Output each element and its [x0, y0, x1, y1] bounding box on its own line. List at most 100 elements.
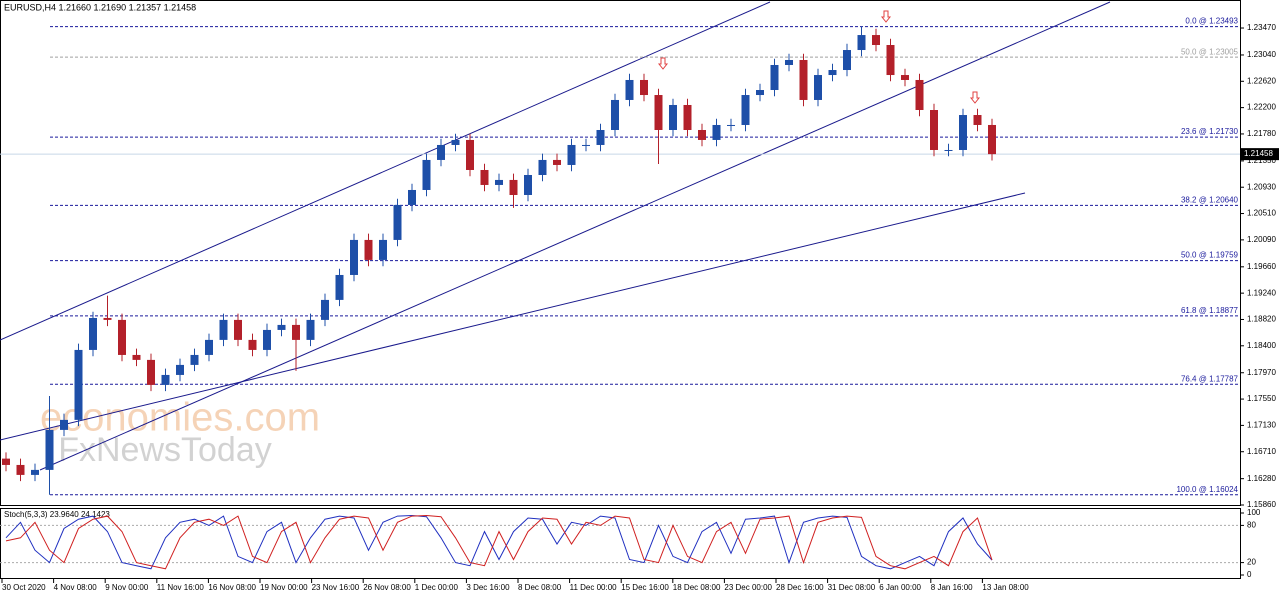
candle-body — [335, 274, 344, 300]
candle-body — [176, 364, 184, 375]
candle-body — [770, 64, 779, 91]
candle-body — [422, 159, 431, 190]
y-tick-label: 1.16710 — [1247, 447, 1276, 456]
candle-body — [147, 359, 155, 385]
candle-body — [625, 79, 634, 100]
candle-body — [364, 239, 373, 260]
y-tick-label: 80 — [1247, 521, 1256, 530]
x-tick-label: 31 Dec 08:00 — [828, 583, 876, 592]
fib-label: 76.4 @ 1.17787 — [1181, 374, 1239, 383]
x-tick-label: 26 Nov 08:00 — [363, 583, 411, 592]
candle-body — [437, 144, 445, 160]
candle-body — [132, 354, 141, 360]
candle-body — [277, 324, 286, 330]
candle-body — [248, 339, 257, 350]
y-tick-label: 1.19660 — [1247, 262, 1276, 271]
channel-lower — [39, 1, 1111, 471]
candle-body — [915, 79, 924, 111]
fib-label: 50.0 @ 1.19759 — [1181, 251, 1239, 260]
candle-body — [379, 239, 387, 260]
candle-body — [292, 324, 300, 340]
indicator-title: Stoch(5,3,3) 23.9640 24.1423 — [4, 510, 110, 519]
x-tick-label: 3 Dec 16:00 — [466, 583, 510, 592]
candle-body — [451, 139, 460, 145]
candle-body — [480, 169, 489, 185]
y-tick-label: 0 — [1247, 570, 1252, 579]
header: EURUSD,H4 1.21660 1.21690 1.21357 1.2145… — [4, 2, 196, 12]
y-tick-label: 1.20090 — [1247, 235, 1276, 244]
candle-body — [828, 70, 837, 76]
y-tick-label: 1.23470 — [1247, 23, 1276, 32]
watermark: FxNewsToday — [58, 431, 272, 469]
x-tick-label: 6 Jan 00:00 — [879, 583, 921, 592]
candle-body — [234, 319, 242, 340]
trendlines — [0, 1, 1111, 471]
candle-body — [31, 469, 39, 475]
candle-body — [988, 124, 996, 155]
candle-body — [509, 179, 518, 195]
x-tick-label: 9 Nov 00:00 — [105, 583, 149, 592]
y-tick-label: 1.17130 — [1247, 421, 1276, 430]
candle-body — [553, 159, 561, 165]
candle-body — [263, 329, 271, 350]
candle-body — [698, 129, 706, 140]
y-tick-label: 1.23040 — [1247, 50, 1276, 59]
support-line — [0, 192, 1026, 441]
candle-body — [103, 317, 112, 320]
candle-body — [843, 50, 851, 71]
x-tick-label: 13 Jan 08:00 — [982, 583, 1029, 592]
candle-body — [350, 239, 358, 275]
y-tick-label: 1.18820 — [1247, 315, 1276, 324]
y-tick-label: 1.15860 — [1247, 500, 1276, 509]
stoch-panel — [0, 508, 1241, 579]
candle-body — [408, 189, 416, 205]
arrow — [969, 91, 981, 104]
candle-body — [161, 374, 170, 385]
candle-body — [118, 319, 126, 355]
candle-body — [205, 339, 213, 355]
candle-body — [727, 124, 735, 126]
candle-body — [669, 104, 677, 130]
candle-body — [306, 319, 315, 340]
x-tick-label: 23 Nov 16:00 — [312, 583, 360, 592]
y-tick-label: 1.16280 — [1247, 474, 1276, 483]
candle-body — [611, 99, 619, 130]
candle-body — [393, 204, 402, 240]
candle-body — [190, 354, 199, 365]
candle-body — [466, 139, 474, 170]
candle-body — [538, 159, 547, 175]
candle-body — [959, 115, 967, 150]
candle-body — [567, 144, 576, 165]
current-price-label: 1.21458 — [1244, 149, 1273, 158]
stoch-line — [5, 514, 993, 570]
arrow — [880, 10, 892, 23]
candle-body — [930, 110, 938, 150]
x-tick-label: 18 Dec 08:00 — [673, 583, 721, 592]
x-tick-label: 19 Nov 00:00 — [260, 583, 308, 592]
fib-label: 38.2 @ 1.20640 — [1181, 196, 1239, 205]
candle-body — [944, 149, 953, 151]
y-tick-label: 1.17970 — [1247, 368, 1276, 377]
y-tick-label: 1.19240 — [1247, 288, 1276, 297]
candle-body — [60, 419, 68, 430]
fib-label: 61.8 @ 1.18877 — [1181, 306, 1239, 315]
fib-label: 23.6 @ 1.21730 — [1181, 127, 1239, 136]
y-tick-label: 20 — [1247, 558, 1256, 567]
fib-label: 100.0 @ 1.16024 — [1176, 485, 1238, 494]
channel-upper — [0, 1, 771, 341]
candle-body — [683, 104, 692, 130]
candle-body — [74, 349, 83, 420]
x-tick-label: 4 Nov 08:00 — [54, 583, 98, 592]
y-tick-label: 1.22620 — [1247, 76, 1276, 85]
x-tick-label: 8 Dec 08:00 — [518, 583, 562, 592]
x-tick-label: 16 Nov 08:00 — [208, 583, 256, 592]
y-tick-label: 1.20510 — [1247, 209, 1276, 218]
candle-body — [219, 319, 228, 340]
x-tick-label: 30 Oct 2020 — [2, 583, 46, 592]
candle-body — [901, 75, 909, 80]
peak-arrows — [657, 10, 981, 104]
y-tick-label: 1.17550 — [1247, 394, 1276, 403]
x-tick-label: 28 Dec 16:00 — [776, 583, 824, 592]
